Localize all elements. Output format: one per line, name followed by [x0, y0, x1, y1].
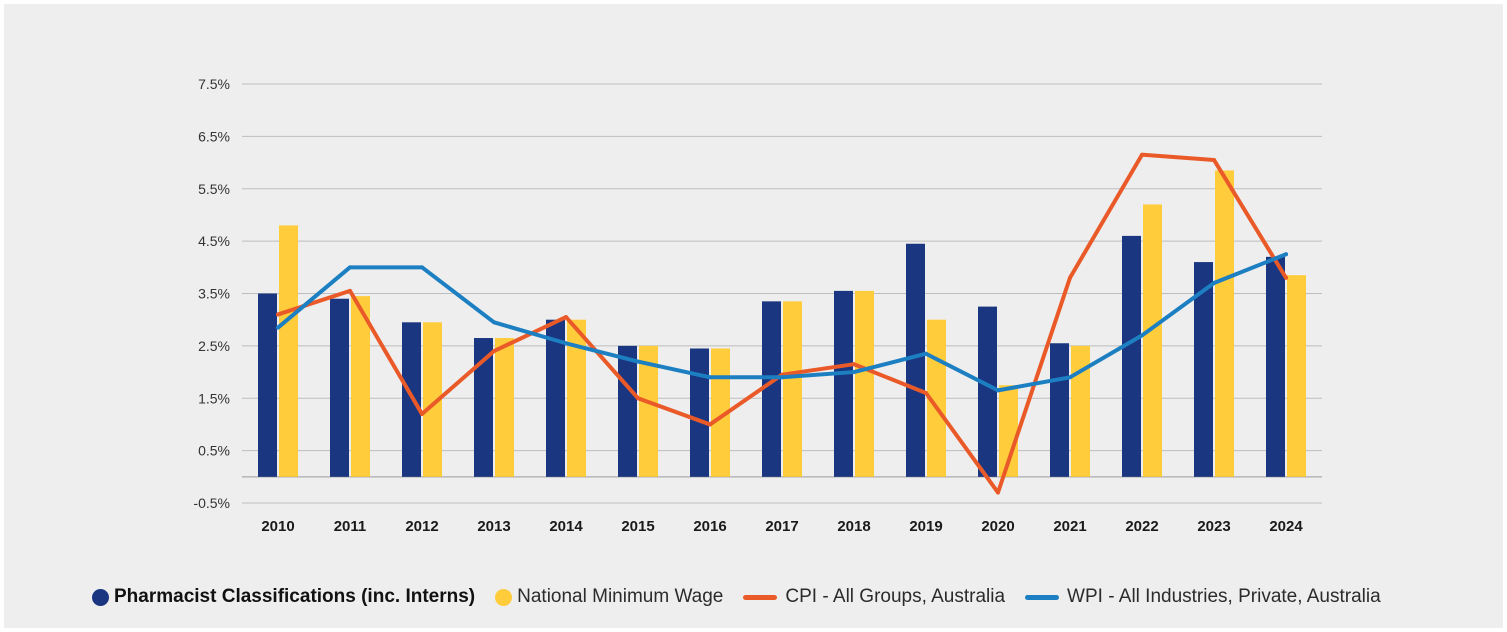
legend-label-wpi: WPI - All Industries, Private, Australia	[1067, 586, 1381, 607]
bar-national-minimum-wage-2011	[351, 296, 370, 477]
chart-panel: -0.5% 0.5% 1.5% 2.5% 3.5% 4.5% 5.5% 6.5% 7.5% 20…	[4, 4, 1503, 628]
y-tick-label-6-5: 6.5%	[198, 128, 230, 144]
point-cpi-all-groups-australia-2013	[492, 349, 496, 354]
bar-pharmacist-classifications-inc-interns-2020	[978, 306, 997, 477]
point-wpi-all-industries-private-australia-2017	[780, 375, 784, 380]
bar-national-minimum-wage-2015	[639, 345, 658, 477]
bar-pharmacist-classifications-inc-interns-2016	[690, 348, 709, 477]
point-wpi-all-industries-private-australia-2023	[1212, 281, 1216, 286]
bar-national-minimum-wage-2024	[1287, 275, 1306, 477]
y-tick-label-4-5: 4.5%	[198, 233, 230, 249]
bar-pharmacist-classifications-inc-interns-2013	[474, 338, 493, 477]
bar-national-minimum-wage-2018	[855, 290, 874, 477]
point-wpi-all-industries-private-australia-2020	[996, 388, 1000, 393]
x-tick-label-2017: 2017	[765, 518, 798, 535]
point-cpi-all-groups-australia-2021	[1068, 275, 1072, 280]
point-wpi-all-industries-private-australia-2022	[1140, 333, 1144, 338]
bar-national-minimum-wage-2017	[783, 301, 802, 477]
point-cpi-all-groups-australia-2010	[276, 312, 280, 317]
legend-swatch-cpi	[743, 594, 778, 600]
point-wpi-all-industries-private-australia-2015	[636, 359, 640, 364]
point-wpi-all-industries-private-australia-2011	[348, 265, 352, 270]
point-cpi-all-groups-australia-2016	[708, 422, 712, 427]
bar-national-minimum-wage-2021	[1071, 345, 1090, 477]
y-tick-label-0-5: -0.5%	[193, 495, 230, 511]
point-cpi-all-groups-australia-2011	[348, 288, 352, 293]
point-cpi-all-groups-australia-2019	[924, 391, 928, 396]
y-tick-label-7-5: 7.5%	[198, 76, 230, 92]
x-tick-label-2023: 2023	[1197, 518, 1230, 535]
legend-label-minimum-wage: National Minimum Wage	[517, 586, 724, 607]
x-tick-label-2021: 2021	[1053, 518, 1086, 535]
point-wpi-all-industries-private-australia-2019	[924, 351, 928, 356]
y-tick-label-2-5: 2.5%	[198, 338, 230, 354]
legend-item-minimum-wage[interactable]: National Minimum Wage	[495, 586, 723, 608]
y-tick-label-3-5: 3.5%	[198, 286, 230, 302]
y-tick-label-1-5: 1.5%	[198, 390, 230, 406]
x-tick-label-2018: 2018	[837, 518, 870, 535]
x-tick-label-2022: 2022	[1125, 518, 1158, 535]
legend-swatch-minimum-wage	[495, 588, 513, 606]
x-tick-label-2015: 2015	[621, 518, 654, 535]
bar-pharmacist-classifications-inc-interns-2021	[1050, 343, 1069, 477]
point-cpi-all-groups-australia-2012	[420, 411, 424, 416]
bar-national-minimum-wage-2014	[567, 319, 586, 477]
x-tick-label-2020: 2020	[981, 518, 1014, 535]
x-tick-label-2010: 2010	[261, 518, 294, 535]
chart-legend: Pharmacist Classifications (inc. Interns…	[92, 586, 1381, 608]
bar-pharmacist-classifications-inc-interns-2010	[258, 293, 277, 477]
bar-national-minimum-wage-2013	[495, 338, 514, 477]
x-tick-label-2019: 2019	[909, 518, 942, 535]
legend-swatch-pharmacist	[92, 588, 109, 606]
bar-pharmacist-classifications-inc-interns-2014	[546, 319, 565, 477]
point-wpi-all-industries-private-australia-2016	[708, 375, 712, 380]
bar-national-minimum-wage-2023	[1215, 170, 1234, 477]
bar-national-minimum-wage-2022	[1143, 204, 1162, 477]
x-tick-label-2011: 2011	[334, 518, 367, 535]
point-cpi-all-groups-australia-2018	[852, 362, 856, 367]
point-wpi-all-industries-private-australia-2021	[1068, 375, 1072, 380]
bar-national-minimum-wage-2012	[423, 322, 442, 477]
point-wpi-all-industries-private-australia-2014	[564, 341, 568, 346]
point-wpi-all-industries-private-australia-2013	[492, 320, 496, 325]
x-tick-label-2016: 2016	[693, 518, 726, 535]
point-cpi-all-groups-australia-2024	[1284, 275, 1288, 280]
legend-label-cpi: CPI - All Groups, Australia	[785, 586, 1006, 607]
bar-pharmacist-classifications-inc-interns-2019	[906, 243, 925, 477]
x-tick-label-2024: 2024	[1269, 518, 1303, 535]
point-wpi-all-industries-private-australia-2010	[276, 325, 280, 330]
legend-label-pharmacist: Pharmacist Classifications (inc. Interns…	[114, 586, 476, 607]
bar-pharmacist-classifications-inc-interns-2023	[1194, 262, 1213, 477]
x-tick-label-2014: 2014	[549, 518, 583, 535]
y-tick-label-5-5: 5.5%	[198, 181, 230, 197]
bar-pharmacist-classifications-inc-interns-2024	[1266, 256, 1285, 477]
legend-item-pharmacist[interactable]: Pharmacist Classifications (inc. Interns…	[92, 586, 475, 608]
x-tick-label-2012: 2012	[405, 518, 438, 535]
point-wpi-all-industries-private-australia-2024	[1284, 252, 1288, 257]
legend-item-wpi[interactable]: WPI - All Industries, Private, Australia	[1025, 586, 1381, 608]
bar-national-minimum-wage-2016	[711, 348, 730, 477]
bar-pharmacist-classifications-inc-interns-2017	[762, 301, 781, 477]
bar-national-minimum-wage-2020	[999, 385, 1018, 477]
bar-pharmacist-classifications-inc-interns-2015	[618, 345, 637, 477]
point-cpi-all-groups-australia-2022	[1140, 152, 1144, 157]
bar-pharmacist-classifications-inc-interns-2022	[1122, 235, 1141, 477]
point-wpi-all-industries-private-australia-2018	[852, 370, 856, 375]
legend-swatch-wpi	[1025, 594, 1060, 600]
bar-national-minimum-wage-2019	[927, 319, 946, 477]
point-cpi-all-groups-australia-2023	[1212, 157, 1216, 162]
bar-national-minimum-wage-2010	[279, 225, 298, 477]
point-cpi-all-groups-australia-2015	[636, 396, 640, 401]
y-tick-label-0-5: 0.5%	[198, 443, 230, 459]
point-wpi-all-industries-private-australia-2012	[420, 265, 424, 270]
point-cpi-all-groups-australia-2014	[564, 315, 568, 320]
bar-pharmacist-classifications-inc-interns-2018	[834, 290, 853, 477]
bar-pharmacist-classifications-inc-interns-2011	[330, 298, 349, 477]
point-cpi-all-groups-australia-2020	[996, 490, 1000, 495]
chart-plot: -0.5% 0.5% 1.5% 2.5% 3.5% 4.5% 5.5% 6.5% 7.5% 20…	[193, 76, 1322, 535]
x-tick-label-2013: 2013	[477, 518, 510, 535]
legend-item-cpi[interactable]: CPI - All Groups, Australia	[743, 586, 1005, 608]
